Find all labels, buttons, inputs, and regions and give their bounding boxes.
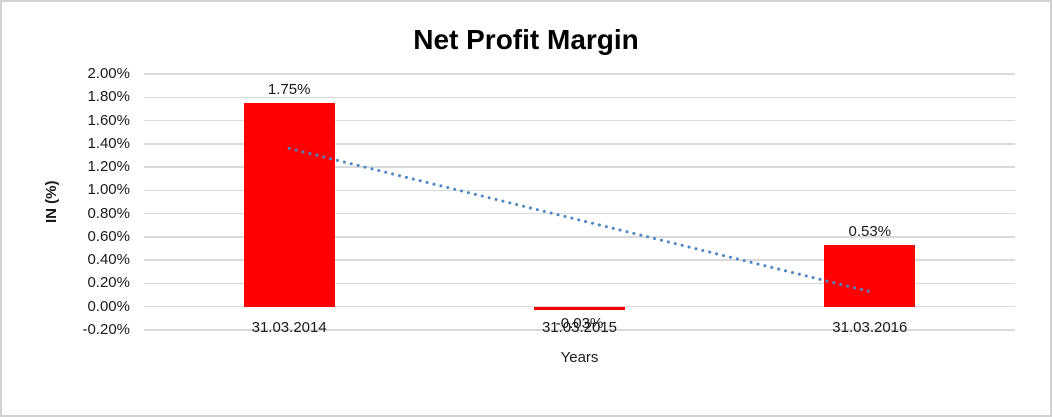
gridline (144, 119, 1015, 122)
bar (534, 306, 625, 311)
bar (824, 245, 916, 307)
y-tick-label: 1.80% (87, 88, 130, 106)
chart-title: Net Profit Margin (413, 24, 639, 55)
x-category-label: 31.03.2014 (251, 319, 327, 336)
gridline (144, 96, 1015, 99)
plot-area: 1.75% 31.03.2014 -0.03% 31.03.2015 0.53% 31.0… (144, 73, 1015, 335)
gridline (144, 329, 1015, 331)
bar (243, 103, 335, 307)
y-tick-label: 1.60% (87, 111, 130, 129)
y-tick-label: 0.40% (87, 251, 130, 269)
bar-data-label: 1.75% (267, 81, 311, 99)
gridline (144, 73, 1015, 75)
gridline (144, 143, 1015, 145)
y-tick-label: 1.20% (87, 158, 130, 176)
y-tick-label: 0.80% (87, 204, 130, 222)
bar-data-label: 0.53% (848, 223, 892, 241)
y-axis-title: IN (%) (43, 180, 60, 224)
y-tick-label: 1.00% (87, 181, 130, 199)
bar-data-label: -0.03% (555, 315, 604, 333)
y-tick-label: 0.60% (87, 227, 130, 245)
x-category-label: 31.03.2015 (541, 319, 618, 336)
y-tick-label: -0.20% (82, 321, 130, 338)
y-tick-label: 2.00% (87, 65, 130, 82)
y-tick-label: 0.20% (87, 274, 130, 292)
y-tick-label: 1.40% (87, 134, 130, 152)
x-axis-title: Years (560, 349, 599, 366)
y-tick-label: 0.00% (87, 297, 130, 315)
x-category-label: 31.03.2016 (832, 319, 908, 336)
